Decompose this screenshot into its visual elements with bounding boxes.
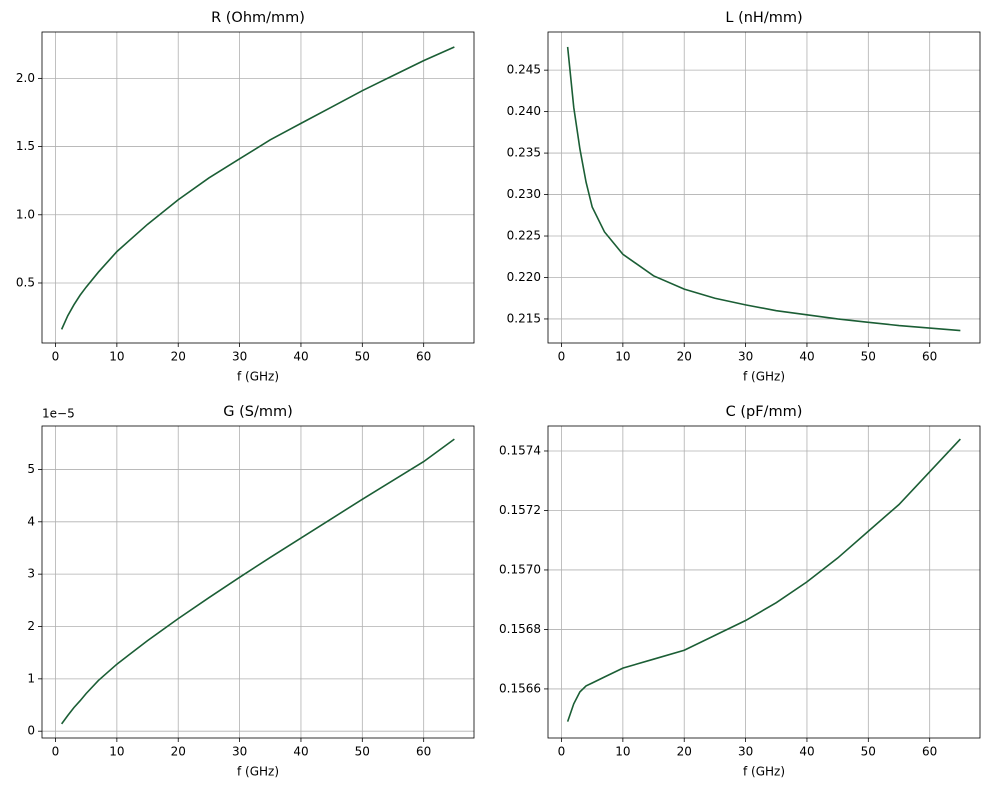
x-axis-label: f (GHz) <box>237 765 279 779</box>
x-tick-label: 0 <box>558 745 566 759</box>
x-tick-label: 50 <box>861 350 876 364</box>
y-tick-label: 2.0 <box>16 71 35 85</box>
y-tick-label: 3 <box>27 567 35 581</box>
y-tick-label: 0.215 <box>507 311 541 325</box>
y-tick-label: 0 <box>27 724 35 738</box>
subplot-title: G (S/mm) <box>223 404 293 420</box>
x-tick-label: 10 <box>109 745 124 759</box>
x-tick-label: 60 <box>416 350 431 364</box>
subplot-title: C (pF/mm) <box>726 404 803 420</box>
x-tick-label: 20 <box>171 745 186 759</box>
y-tick-label: 0.230 <box>507 187 541 201</box>
x-tick-label: 0 <box>52 350 60 364</box>
y-tick-label: 0.5 <box>16 275 35 289</box>
x-tick-label: 10 <box>615 350 630 364</box>
subplot-title: R (Ohm/mm) <box>211 10 305 26</box>
y-tick-label: 0.1570 <box>499 562 541 576</box>
x-tick-label: 60 <box>922 745 937 759</box>
x-tick-label: 10 <box>615 745 630 759</box>
x-tick-label: 0 <box>558 350 566 364</box>
y-tick-label: 4 <box>27 514 35 528</box>
x-tick-label: 50 <box>861 745 876 759</box>
y-tick-label: 0.240 <box>507 104 541 118</box>
x-tick-label: 40 <box>293 745 308 759</box>
x-tick-label: 20 <box>677 350 692 364</box>
x-tick-label: 50 <box>355 745 370 759</box>
line-series <box>60 46 455 330</box>
x-tick-label: 0 <box>52 745 60 759</box>
x-tick-label: 40 <box>293 350 308 364</box>
y-tick-label: 5 <box>27 462 35 476</box>
line-series <box>566 46 961 332</box>
y-tick-label: 1.0 <box>16 207 35 221</box>
y-tick-label: 2 <box>27 619 35 633</box>
y-tick-label: 1 <box>27 671 35 685</box>
line-series <box>60 438 455 725</box>
x-tick-label: 10 <box>109 350 124 364</box>
axes-frame <box>547 31 981 344</box>
x-tick-label: 50 <box>355 350 370 364</box>
y-tick-label: 0.1568 <box>499 622 541 636</box>
x-tick-label: 40 <box>799 350 814 364</box>
x-tick-label: 20 <box>677 745 692 759</box>
subplot-title: L (nH/mm) <box>725 10 802 26</box>
x-axis-label: f (GHz) <box>237 370 279 384</box>
y-tick-label: 0.1566 <box>499 681 541 695</box>
x-tick-label: 30 <box>232 350 247 364</box>
x-tick-label: 30 <box>738 745 753 759</box>
axes-frame <box>41 31 475 344</box>
y-tick-label: 1.5 <box>16 139 35 153</box>
line-series <box>566 438 961 722</box>
offset-label: 1e−5 <box>42 407 75 421</box>
x-tick-label: 20 <box>171 350 186 364</box>
x-tick-label: 30 <box>738 350 753 364</box>
x-axis-label: f (GHz) <box>743 370 785 384</box>
axes-frame <box>547 425 981 739</box>
x-tick-label: 60 <box>922 350 937 364</box>
x-axis-label: f (GHz) <box>743 765 785 779</box>
y-tick-label: 0.220 <box>507 270 541 284</box>
y-tick-label: 0.1572 <box>499 503 541 517</box>
y-tick-label: 0.235 <box>507 146 541 160</box>
y-tick-label: 0.225 <box>507 229 541 243</box>
x-tick-label: 30 <box>232 745 247 759</box>
x-tick-label: 40 <box>799 745 814 759</box>
y-tick-label: 0.245 <box>507 63 541 77</box>
axes-frame <box>41 425 475 739</box>
y-tick-label: 0.1574 <box>499 443 541 457</box>
x-tick-label: 60 <box>416 745 431 759</box>
